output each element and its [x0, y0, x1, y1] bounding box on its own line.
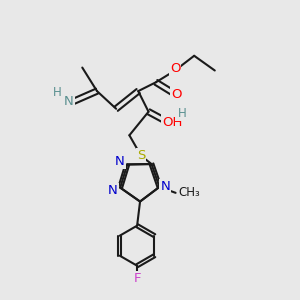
Text: F: F [134, 272, 141, 286]
Text: S: S [137, 149, 146, 162]
Text: N: N [115, 155, 125, 168]
Text: OH: OH [162, 116, 182, 128]
Text: O: O [171, 88, 182, 100]
Text: N: N [108, 184, 118, 197]
Text: H: H [178, 107, 187, 120]
Text: CH₃: CH₃ [178, 186, 200, 199]
Text: N: N [64, 95, 74, 108]
Text: H: H [53, 86, 62, 99]
Text: O: O [170, 61, 180, 75]
Text: N: N [160, 180, 170, 194]
